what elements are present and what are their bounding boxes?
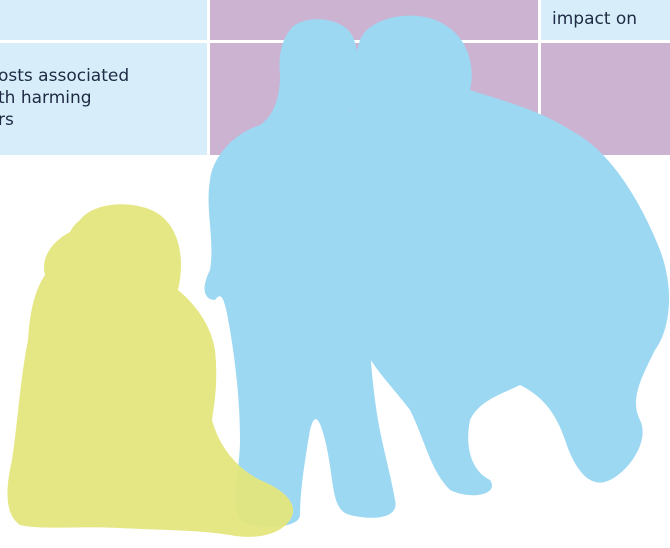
- cell-text: rs: [0, 110, 14, 130]
- page: impact on osts associated th harming rs: [0, 0, 670, 544]
- cell-text: osts associated: [0, 66, 129, 86]
- table-cell: [0, 0, 207, 40]
- cell-text: impact on: [552, 9, 637, 29]
- cell-text: th harming: [0, 88, 92, 108]
